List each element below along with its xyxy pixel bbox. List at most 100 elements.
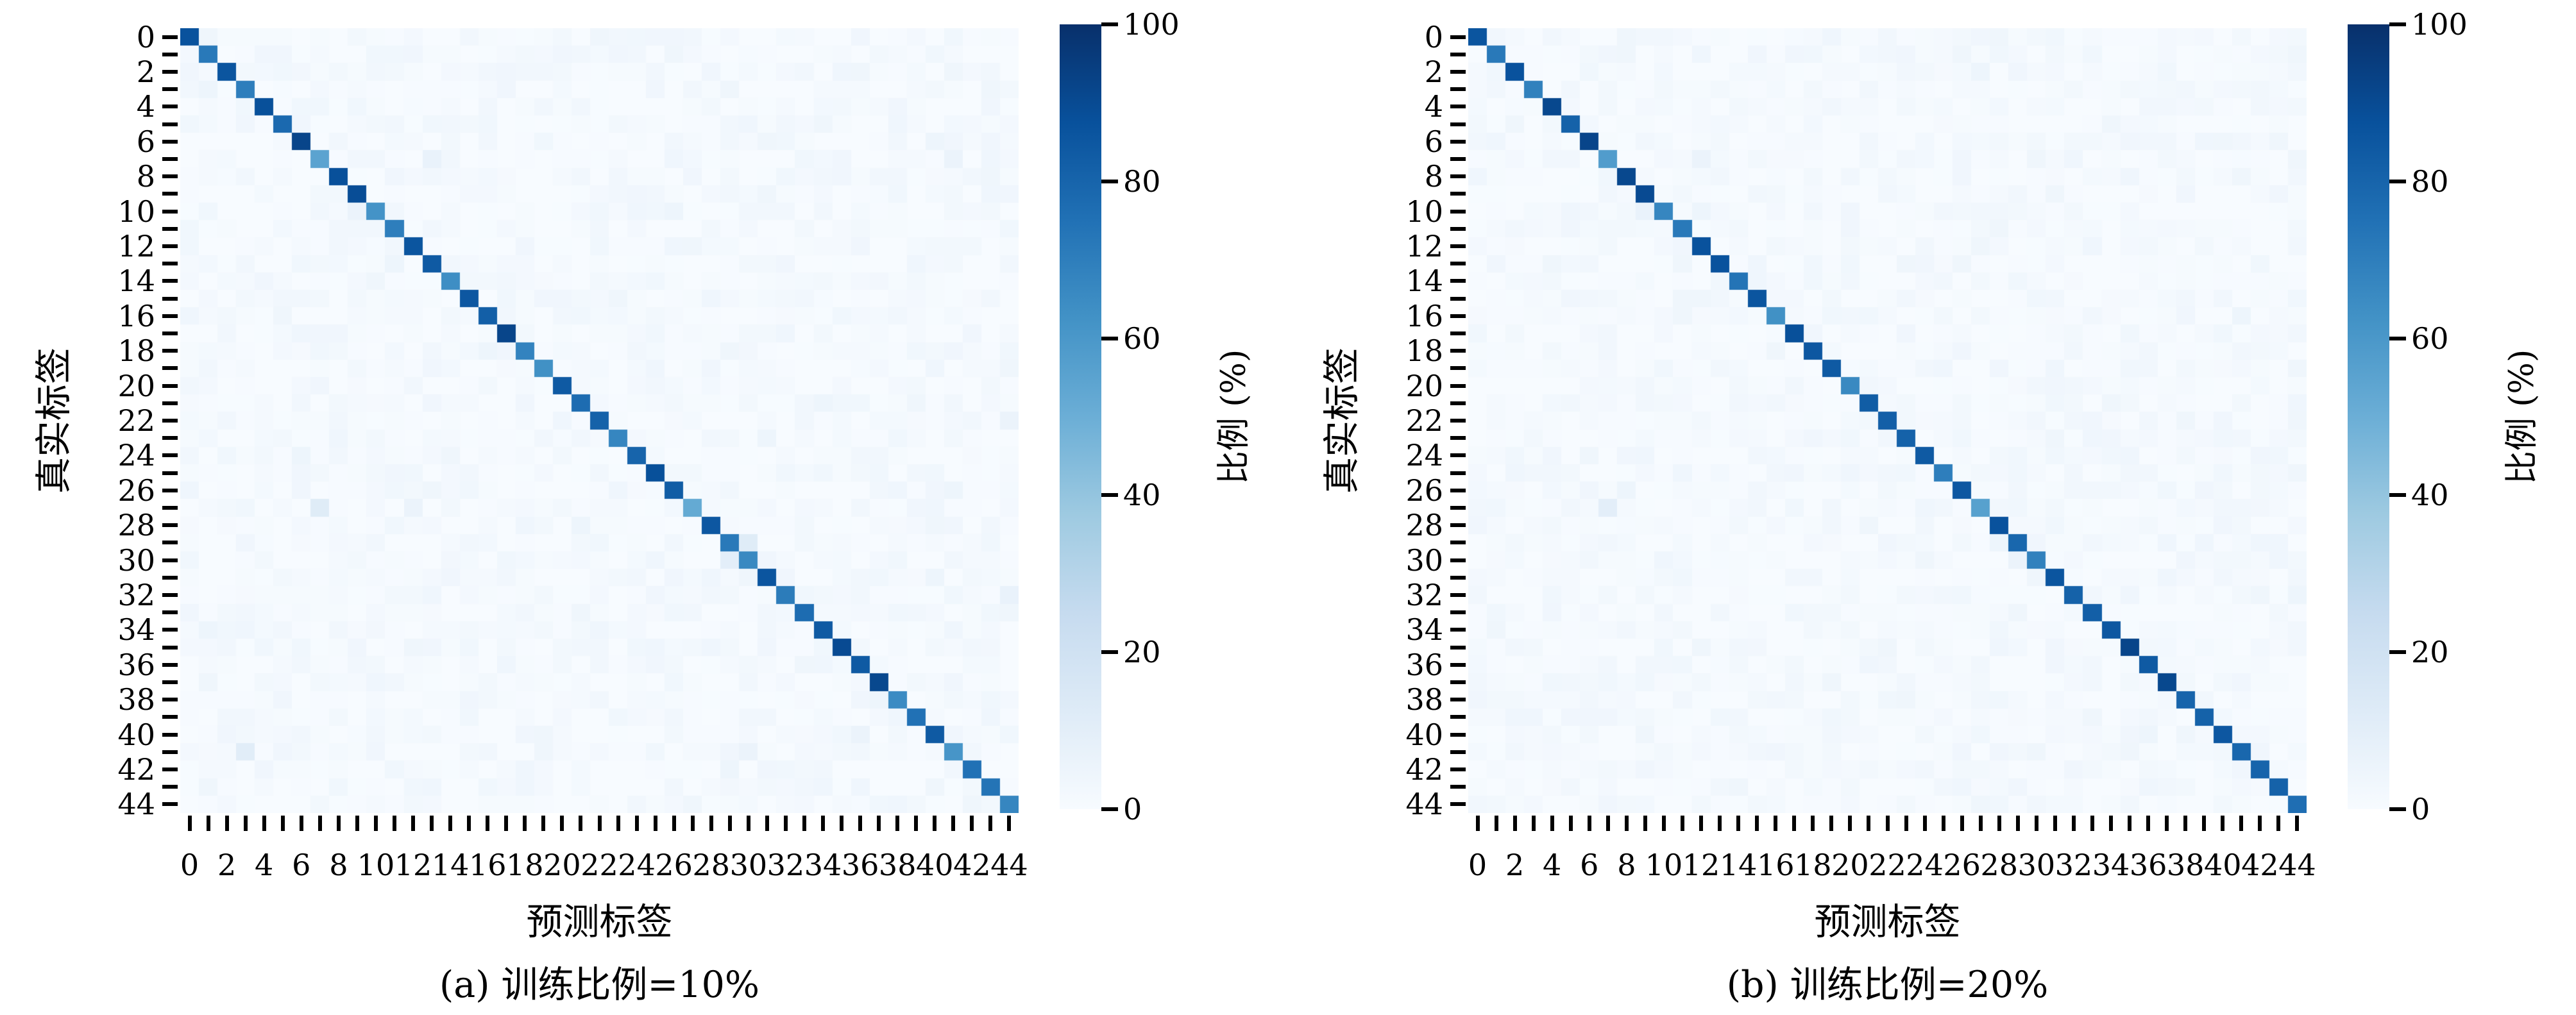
y-tick-mark <box>1450 750 1466 754</box>
y-tick-label: 8 <box>1424 159 1443 194</box>
y-tick-mark <box>162 122 178 126</box>
y-tick-mark <box>1450 610 1466 615</box>
y-tick-label: 38 <box>1405 682 1443 717</box>
y-tick-mark <box>162 401 178 405</box>
x-tick-label: 12 <box>1682 848 1720 882</box>
y-tick-mark <box>1450 732 1466 737</box>
x-tick-mark <box>1718 816 1722 831</box>
colorbar-tick-label: 60 <box>1123 321 1161 356</box>
y-tick-mark <box>162 785 178 789</box>
y-tick-mark <box>1450 70 1466 74</box>
x-tick-mark <box>504 816 509 831</box>
x-tick-mark <box>187 816 192 831</box>
x-tick-mark <box>2165 816 2169 831</box>
y-tick-label: 6 <box>1424 124 1443 159</box>
x-tick-mark <box>951 816 956 831</box>
x-tick-mark <box>1699 816 1704 831</box>
x-tick-label: 2 <box>217 848 237 882</box>
x-tick-label: 36 <box>841 848 879 882</box>
y-tick-label: 26 <box>117 473 155 508</box>
y-tick-mark <box>1450 314 1466 318</box>
y-tick-mark <box>1450 157 1466 161</box>
x-tick-label: 18 <box>506 848 544 882</box>
x-tick-mark <box>1978 816 1983 831</box>
y-tick-label: 32 <box>1405 578 1443 612</box>
y-tick-label: 30 <box>117 542 155 578</box>
y-tick-mark <box>162 262 178 266</box>
x-tick-mark <box>318 816 322 831</box>
y-tick-label: 8 <box>136 159 155 194</box>
heatmap-canvas-b <box>1468 28 2307 813</box>
y-tick-mark <box>162 314 178 318</box>
x-tick-mark <box>597 816 602 831</box>
x-tick-mark <box>2202 816 2207 831</box>
x-tick-label: 30 <box>729 848 768 882</box>
y-tick-mark <box>1450 628 1466 632</box>
x-tick-mark <box>1587 816 1591 831</box>
x-tick-label: 0 <box>180 848 199 882</box>
colorbar-tick-mark <box>1101 493 1118 498</box>
y-axis-label-a: 真实标签 <box>33 348 75 494</box>
y-tick-label: 20 <box>117 368 155 403</box>
colorbar-tick-label: 60 <box>2411 321 2449 356</box>
y-tick-mark <box>162 296 178 301</box>
y-tick-mark <box>162 453 178 458</box>
x-tick-mark <box>579 816 583 831</box>
y-tick-label: 32 <box>117 578 155 612</box>
x-tick-mark <box>858 816 863 831</box>
y-tick-mark <box>162 383 178 388</box>
y-tick-label: 14 <box>117 264 155 299</box>
x-tick-mark <box>206 816 210 831</box>
x-tick-label: 44 <box>990 848 1028 882</box>
x-tick-mark <box>2128 816 2132 831</box>
y-tick-mark <box>162 593 178 597</box>
y-tick-mark <box>1450 244 1466 248</box>
x-tick-label: 2 <box>1505 848 1525 882</box>
x-tick-mark <box>2239 816 2244 831</box>
y-tick-label: 10 <box>1405 194 1443 229</box>
x-tick-mark <box>988 816 993 831</box>
y-tick-mark <box>1450 349 1466 353</box>
x-axis-label-a: 预测标签 <box>526 901 673 943</box>
x-tick-mark <box>1513 816 1517 831</box>
y-tick-label: 4 <box>1424 89 1443 124</box>
x-tick-mark <box>560 816 564 831</box>
y-tick-label: 42 <box>117 752 155 787</box>
x-tick-label: 34 <box>2092 848 2130 882</box>
colorbar-tick-mark <box>2389 650 2406 655</box>
y-tick-label: 40 <box>1405 717 1443 752</box>
colorbar-tick-mark <box>2389 336 2406 340</box>
y-tick-label: 24 <box>117 438 155 473</box>
x-tick-mark <box>486 816 490 831</box>
y-tick-mark <box>1450 558 1466 562</box>
y-tick-mark <box>1450 105 1466 109</box>
y-tick-mark <box>162 349 178 353</box>
x-tick-label: 22 <box>580 848 618 882</box>
y-tick-mark <box>162 628 178 632</box>
y-tick-label: 16 <box>117 298 155 333</box>
colorbar-tick-label: 40 <box>1123 478 1161 513</box>
x-tick-mark <box>634 816 639 831</box>
x-tick-label: 4 <box>255 848 274 882</box>
x-tick-label: 8 <box>329 848 348 882</box>
x-tick-mark <box>653 816 657 831</box>
x-tick-label: 20 <box>543 848 581 882</box>
y-tick-label: 2 <box>136 55 155 89</box>
x-tick-label: 12 <box>394 848 432 882</box>
x-tick-mark <box>877 816 881 831</box>
y-tick-mark <box>162 558 178 562</box>
y-tick-mark <box>1450 541 1466 545</box>
y-tick-label: 26 <box>1405 473 1443 508</box>
colorbar-b <box>2348 24 2389 809</box>
y-tick-mark <box>162 506 178 510</box>
x-tick-label: 10 <box>1645 848 1683 882</box>
y-tick-mark <box>162 610 178 615</box>
x-tick-label: 40 <box>2204 848 2242 882</box>
x-tick-mark <box>1624 816 1629 831</box>
y-tick-mark <box>1450 680 1466 684</box>
colorbar-tick-mark <box>2389 179 2406 183</box>
x-tick-mark <box>467 816 471 831</box>
colorbar-tick-mark <box>1101 179 1118 183</box>
x-tick-label: 16 <box>468 848 507 882</box>
